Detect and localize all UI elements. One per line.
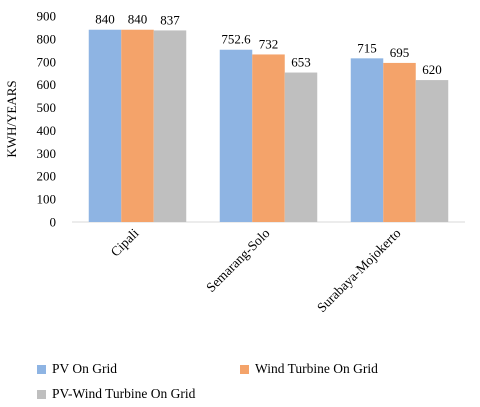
legend: PV On Grid Wind Turbine On Grid PV-Wind … [0,355,480,407]
bar [383,62,416,222]
data-label: 620 [422,62,442,77]
data-label: 695 [390,45,410,60]
x-tick-label: Surabaya-Mojokerto [314,225,404,315]
x-tick-label: Cipali [108,225,142,259]
data-label: 840 [128,12,148,27]
data-label: 840 [95,12,115,27]
bar [153,30,187,223]
x-tick-label: Semarang-Solo [203,225,273,295]
legend-item-wind-turbine-on-grid: Wind Turbine On Grid [240,361,378,377]
y-tick-label: 200 [37,169,57,184]
legend-label: Wind Turbine On Grid [255,361,378,376]
bar [219,49,253,223]
legend-swatch [240,364,249,374]
bar [415,80,449,222]
y-tick-label: 600 [37,77,57,92]
bar [121,29,154,222]
data-label: 732 [259,36,279,51]
y-tick-label: 900 [37,9,57,24]
data-label: 752.6 [221,32,251,47]
bar-chart: 0 100 200 300 400 500 600 700 800 900 840 752.6 715… [4,9,465,315]
legend-swatch [37,389,46,399]
legend-swatch [37,364,46,374]
legend-item-pv-wind-turbine-on-grid: PV-Wind Turbine On Grid [37,386,195,402]
data-label: 653 [291,55,311,70]
y-tick-label: 500 [37,100,57,115]
data-label: 837 [160,12,180,27]
y-axis-label: KWH/YEARS [4,80,19,157]
legend-label: PV On Grid [52,361,118,376]
data-label: 715 [357,40,377,55]
y-tick-label: 300 [37,146,57,161]
legend-label: PV-Wind Turbine On Grid [52,386,196,401]
bar [350,58,384,222]
y-tick-label: 400 [37,123,57,138]
bar [252,54,285,222]
bar [88,29,122,222]
y-tick-label: 700 [37,54,57,69]
legend-item-pv-on-grid: PV On Grid [37,361,117,377]
y-tick-label: 0 [50,215,57,230]
y-tick-label: 800 [37,31,57,46]
bar [284,72,318,222]
y-tick-label: 100 [37,192,57,207]
